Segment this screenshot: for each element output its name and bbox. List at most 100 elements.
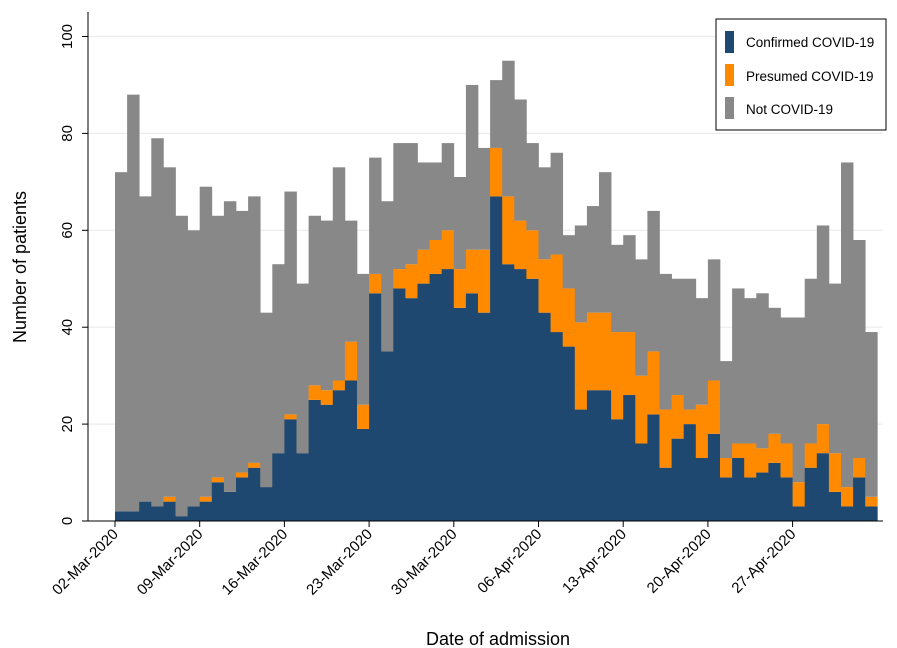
x-tick-label: 23-Mar-2020: [303, 526, 376, 599]
bar-segment-not-covid: [659, 273, 672, 410]
bar-segment-presumed: [611, 332, 624, 420]
bar-segment-presumed: [538, 259, 551, 313]
bar-segment-presumed: [671, 395, 685, 439]
bar-segment-confirmed: [139, 501, 152, 521]
bar-segment-presumed: [792, 482, 806, 507]
bar-segment-confirmed: [199, 501, 213, 521]
bar-segment-presumed: [490, 147, 503, 197]
x-tick-label: 06-Apr-2020: [474, 526, 545, 597]
legend-label-presumed: Presumed COVID-19: [746, 69, 874, 84]
bar-segment-not-covid: [296, 283, 309, 454]
bar-segment-presumed: [344, 341, 358, 381]
bar-segment-not-covid: [175, 215, 188, 517]
bar-segment-confirmed: [780, 477, 793, 521]
bar-segment-confirmed: [393, 288, 406, 521]
bar-segment-presumed: [526, 230, 539, 279]
bar-segment-presumed: [647, 351, 660, 415]
bar-segment-presumed: [635, 375, 648, 444]
x-tick-label: 02-Mar-2020: [49, 526, 122, 599]
x-tick-label: 20-Apr-2020: [644, 526, 715, 597]
bar-segment-confirmed: [417, 283, 430, 522]
bar-segment-confirmed: [490, 196, 503, 521]
bar-segment-presumed: [248, 462, 261, 468]
bar-segment-presumed: [683, 409, 697, 425]
bar-segment-not-covid: [248, 196, 261, 463]
bar-segment-not-covid: [695, 298, 709, 405]
bar-segment-presumed: [828, 453, 842, 492]
bar-segment-presumed: [853, 458, 866, 478]
bar-segment-confirmed: [284, 419, 297, 521]
bar-segment-not-covid: [707, 259, 721, 381]
bar-segment-confirmed: [296, 453, 309, 521]
bar-segment-confirmed: [611, 419, 624, 521]
bar-segment-confirmed: [841, 506, 854, 521]
bar-segment-not-covid: [526, 143, 539, 231]
bar-segment-confirmed: [732, 458, 745, 521]
bar-segment-presumed: [768, 433, 781, 463]
bar-segment-confirmed: [223, 491, 237, 521]
bar-segment-presumed: [756, 448, 769, 473]
bar-segment-presumed: [659, 409, 672, 468]
bar-segment-not-covid: [720, 361, 733, 459]
bar-segment-confirmed: [695, 458, 709, 521]
bar-segment-presumed: [586, 312, 600, 391]
legend-label-not-covid: Not COVID-19: [746, 102, 833, 117]
bar-segment-confirmed: [828, 491, 842, 521]
bar-segment-presumed: [199, 496, 213, 502]
legend-swatch-not-covid: [725, 97, 734, 119]
bar-segment-confirmed: [865, 506, 878, 521]
bar-segment-confirmed: [635, 443, 648, 521]
bar-segment-confirmed: [768, 462, 781, 521]
bar-segment-confirmed: [151, 506, 164, 521]
bar-segment-not-covid: [828, 283, 842, 454]
bar-segment-presumed: [502, 196, 515, 265]
bar-segment-confirmed: [502, 264, 515, 521]
bar-segment-not-covid: [465, 84, 479, 250]
bar-segment-confirmed: [550, 332, 564, 521]
bar-segment-presumed: [357, 404, 370, 429]
bar-segment-not-covid: [441, 143, 455, 231]
bar-segment-confirmed: [671, 438, 685, 521]
bar-segment-presumed: [211, 477, 225, 483]
bar-segment-presumed: [623, 332, 636, 396]
bar-segment-confirmed: [211, 482, 225, 521]
bar-segment-not-covid: [332, 167, 346, 381]
bar-segment-confirmed: [332, 390, 346, 521]
bar-segment-confirmed: [381, 351, 394, 521]
bar-segment-not-covid: [429, 162, 443, 240]
bar-segment-presumed: [780, 443, 793, 478]
bar-segment-confirmed: [623, 395, 636, 521]
bar-segment-presumed: [320, 390, 334, 405]
legend-swatch-presumed: [725, 64, 734, 86]
bar-segment-confirmed: [308, 399, 322, 522]
x-tick-label: 09-Mar-2020: [134, 526, 207, 599]
bar-segment-not-covid: [236, 210, 249, 473]
bar-segment-presumed: [732, 443, 745, 459]
bar-segment-not-covid: [260, 312, 273, 488]
bar-segment-not-covid: [865, 332, 878, 497]
bar-segment-not-covid: [187, 230, 201, 507]
bar-segment-confirmed: [804, 467, 818, 521]
bar-segment-not-covid: [853, 239, 866, 459]
bar-segment-not-covid: [756, 293, 769, 449]
bar-segment-not-covid: [490, 80, 503, 148]
bar-segment-not-covid: [344, 220, 358, 342]
bar-segment-presumed: [236, 472, 249, 478]
bar-segment-confirmed: [429, 273, 443, 521]
bar-segment-confirmed: [853, 477, 866, 521]
bar-segment-not-covid: [381, 201, 394, 352]
bar-segment-presumed: [816, 424, 830, 454]
bar-segment-confirmed: [683, 424, 697, 521]
bar-segment-confirmed: [441, 269, 455, 521]
bar-segment-confirmed: [344, 380, 358, 521]
bar-segment-not-covid: [671, 278, 685, 396]
bar-segment-presumed: [405, 264, 418, 299]
bars: [115, 60, 878, 522]
bar-segment-not-covid: [284, 191, 297, 415]
bar-segment-not-covid: [223, 201, 237, 492]
bar-segment-confirmed: [272, 453, 285, 521]
bar-segment-confirmed: [792, 506, 806, 521]
bar-segment-not-covid: [683, 278, 697, 410]
bar-segment-not-covid: [417, 162, 430, 250]
